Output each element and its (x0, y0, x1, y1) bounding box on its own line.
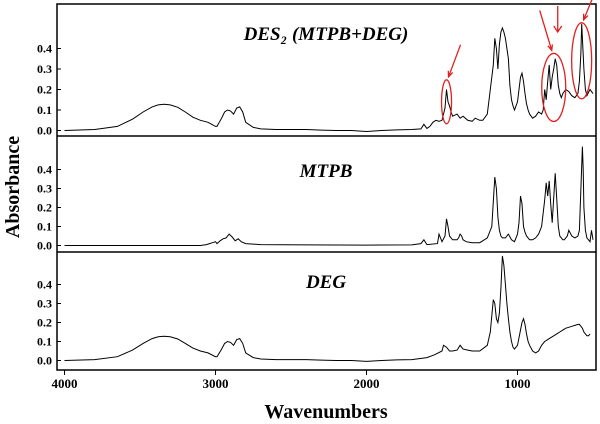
y-tick-label: 0.4 (37, 163, 52, 177)
x-axis-label: Wavenumbers (264, 401, 388, 423)
y-tick-label: 0.0 (37, 354, 52, 368)
y-tick-label: 0.3 (37, 62, 52, 76)
y-tick-label: 0.3 (37, 182, 52, 196)
y-tick-label: 0.1 (37, 103, 52, 117)
peak-arrow (447, 44, 462, 79)
y-tick-label: 0.4 (37, 42, 52, 56)
y-axis-label: Absorbance (2, 136, 24, 238)
peak-arrow (582, 0, 593, 22)
x-tick-label: 3000 (203, 376, 229, 391)
plot-frame (56, 3, 597, 371)
panel-2: 0.0 0.1 0.2 0.3 0.4 MTPB (37, 146, 594, 253)
spectrum-line (64, 23, 594, 133)
y-tick-label: 0.2 (37, 83, 52, 97)
y-tick-label: 0.0 (37, 239, 52, 253)
y-tick-label: 0.0 (37, 124, 52, 138)
y-tick-label: 0.1 (37, 220, 52, 234)
peak-arrow (553, 6, 563, 34)
y-tick-label: 0.1 (37, 335, 52, 349)
x-tick-label: 2000 (354, 376, 380, 391)
y-tick-label: 0.4 (37, 278, 52, 292)
x-tick-label: 1000 (504, 376, 530, 391)
panel-title: DEG (305, 272, 346, 293)
spectrum-line (64, 255, 591, 362)
panel-title: MTPB (299, 161, 353, 182)
panel-3: 0.0 0.1 0.2 0.3 0.4 DEG (37, 255, 591, 368)
y-tick-label: 0.2 (37, 201, 52, 215)
panel-title: DES₂ (MTPB+DEG) (243, 24, 409, 45)
peak-highlight-circle (440, 79, 453, 125)
spectrum-line (64, 146, 594, 246)
panel-1: 0.0 0.1 0.2 0.3 0.4 DES₂ (MTPB+DEG) (37, 0, 594, 138)
x-tick-label: 4000 (52, 376, 78, 391)
peak-highlight-circle (571, 22, 593, 100)
peak-highlight-circle (541, 52, 567, 123)
y-tick-label: 0.3 (37, 297, 52, 311)
x-axis: 4000 3000 2000 1000 (52, 370, 530, 391)
y-tick-label: 0.2 (37, 316, 52, 330)
peak-arrow (539, 10, 554, 53)
